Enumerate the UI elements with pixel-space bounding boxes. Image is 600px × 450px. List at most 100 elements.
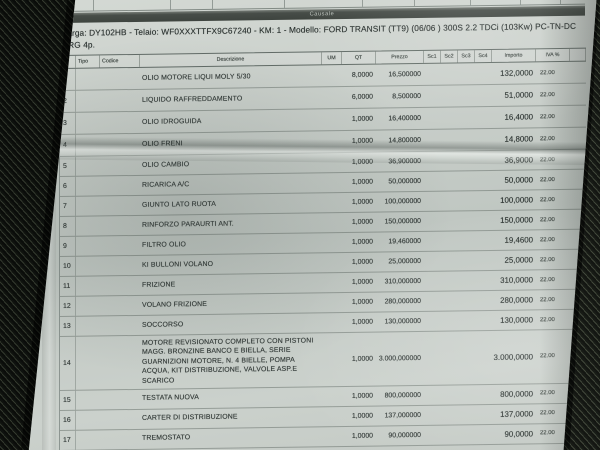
- cell-qt: 1,0000: [351, 238, 373, 246]
- cell-prezzo: 8,500000: [392, 92, 421, 101]
- cell-qt: 1,0000: [351, 432, 373, 440]
- cell-qt: 1,0000: [351, 258, 373, 266]
- cell-divider: [362, 0, 363, 7]
- cell-descrizione: SOCCORSO: [142, 321, 184, 329]
- cell-divider: [170, 0, 171, 10]
- cell-qt: 1,0000: [351, 158, 373, 166]
- cell-importo: 150,0000: [500, 215, 533, 225]
- cell-iva: 22.00: [540, 410, 555, 417]
- cell-empty: [100, 325, 140, 326]
- cell-descrizione: FILTRO OLIO: [142, 240, 187, 249]
- cell-iva: 22.00: [540, 296, 555, 303]
- cell-iva: 22.00: [540, 236, 555, 243]
- cell-empty: [100, 439, 140, 440]
- col-header-sc4: Sc4: [475, 49, 492, 63]
- cell-qt: 1,0000: [351, 178, 373, 186]
- cell-descrizione: FRIZIONE: [142, 281, 176, 289]
- cell-importo: 16,4000: [504, 112, 533, 122]
- cell-iva: 22.00: [540, 390, 555, 397]
- cell-iva: 22.00: [540, 91, 555, 98]
- cell-descrizione: TREMOSTATO: [142, 434, 191, 443]
- cell-importo: 100,0000: [500, 195, 533, 205]
- cell-empty: [100, 285, 140, 286]
- cell-iva: 22.00: [540, 113, 555, 120]
- cell-prezzo: 16,500000: [388, 70, 421, 79]
- cell-n: 11: [60, 276, 76, 296]
- cell-prezzo: 310,000000: [384, 277, 421, 286]
- items-table-body: 1OLIO MOTORE LIQUI MOLY 5/308,000016,500…: [60, 61, 586, 450]
- cell-descrizione: RINFORZO PARAURTI ANT.: [142, 220, 234, 229]
- cell-iva: 22.00: [540, 276, 555, 283]
- cell-iva: 22.00: [540, 216, 555, 223]
- cell-prezzo: 130,000000: [384, 317, 421, 326]
- cell-n: 14: [60, 336, 76, 390]
- cell-importo: 800,0000: [500, 388, 533, 399]
- cell-qt: 1,0000: [351, 218, 373, 226]
- cell-n: 8: [60, 216, 76, 236]
- col-header-descrizione: Descrizione: [140, 52, 322, 67]
- cell-empty: [100, 399, 140, 400]
- cell-importo: 25,0000: [504, 255, 533, 265]
- col-header-tipo: Tipo: [76, 55, 100, 68]
- cell-descrizione: OLIO MOTORE LIQUI MOLY 5/30: [142, 73, 251, 82]
- cell-n: 4: [60, 134, 76, 156]
- cell-descrizione: KI BULLONI VOLANO: [142, 260, 214, 269]
- cell-empty: [100, 419, 140, 420]
- cell-prezzo: 14,800000: [388, 136, 421, 145]
- cell-empty: [100, 265, 140, 266]
- cell-importo: 310,0000: [500, 275, 533, 285]
- cell-importo: 51,0000: [504, 90, 533, 100]
- cell-prezzo: 50,000000: [388, 177, 421, 186]
- cell-importo: 36,9000: [504, 155, 533, 165]
- cell-iva: 22.00: [540, 176, 555, 183]
- cell-n: 10: [60, 256, 76, 276]
- cell-empty: [100, 122, 140, 123]
- cell-n: 6: [60, 176, 76, 196]
- cell-divider: [470, 0, 471, 6]
- cell-qt: 1,0000: [351, 355, 373, 363]
- cell-n: 13: [60, 316, 76, 336]
- cell-descrizione: LIQUIDO RAFFREDDAMENTO: [142, 95, 243, 104]
- cell-importo: 50,0000: [504, 175, 533, 185]
- cell-divider: [93, 0, 94, 11]
- col-header-iva: IVA %: [536, 48, 570, 62]
- cell-empty: [100, 205, 140, 206]
- cell-prezzo: 36,900000: [388, 157, 421, 166]
- cell-qt: 1,0000: [351, 137, 373, 145]
- cell-importo: 132,0000: [500, 68, 533, 78]
- cell-n: 16: [60, 410, 76, 430]
- cell-empty: [100, 100, 140, 101]
- cell-importo: 130,0000: [500, 315, 533, 325]
- cell-n: 17: [60, 430, 76, 450]
- cell-qt: 1,0000: [351, 298, 373, 306]
- col-header-prezzo: Prezzo: [376, 50, 424, 64]
- cell-qt: 1,0000: [351, 115, 373, 123]
- col-header-importo: Importo: [492, 49, 536, 62]
- cell-empty: [100, 185, 140, 186]
- cell-qt: 1,0000: [351, 198, 373, 206]
- cell-prezzo: 280,000000: [384, 297, 421, 306]
- cell-n: 7: [60, 196, 76, 216]
- cell-empty: [100, 225, 140, 226]
- cell-prezzo: 137,000000: [384, 411, 421, 419]
- cell-importo: 90,0000: [504, 428, 533, 439]
- cell-empty: [100, 305, 140, 306]
- cell-divider: [520, 0, 521, 5]
- cell-importo: 19,4600: [504, 235, 533, 245]
- table-row: 14 MOTORE REVISIONATO COMPLETO CON PISTON…: [60, 329, 586, 391]
- cell-descrizione: OLIO CAMBIO: [142, 160, 190, 169]
- cell-divider: [284, 0, 285, 8]
- cell-iva: 22.00: [540, 316, 555, 323]
- cell-prezzo: 19,460000: [388, 237, 421, 246]
- cell-prezzo: 800,000000: [384, 391, 421, 399]
- cell-qt: 1,0000: [351, 278, 373, 286]
- cell-prezzo: 25,000000: [388, 257, 421, 266]
- cell-empty: [100, 362, 140, 363]
- cell-empty: [100, 245, 140, 246]
- cell-importo: 14,8000: [504, 134, 533, 144]
- cell-iva: 22.00: [540, 353, 555, 360]
- col-header-extra: [570, 48, 586, 61]
- cell-descrizione: TESTATA NUOVA: [142, 394, 199, 403]
